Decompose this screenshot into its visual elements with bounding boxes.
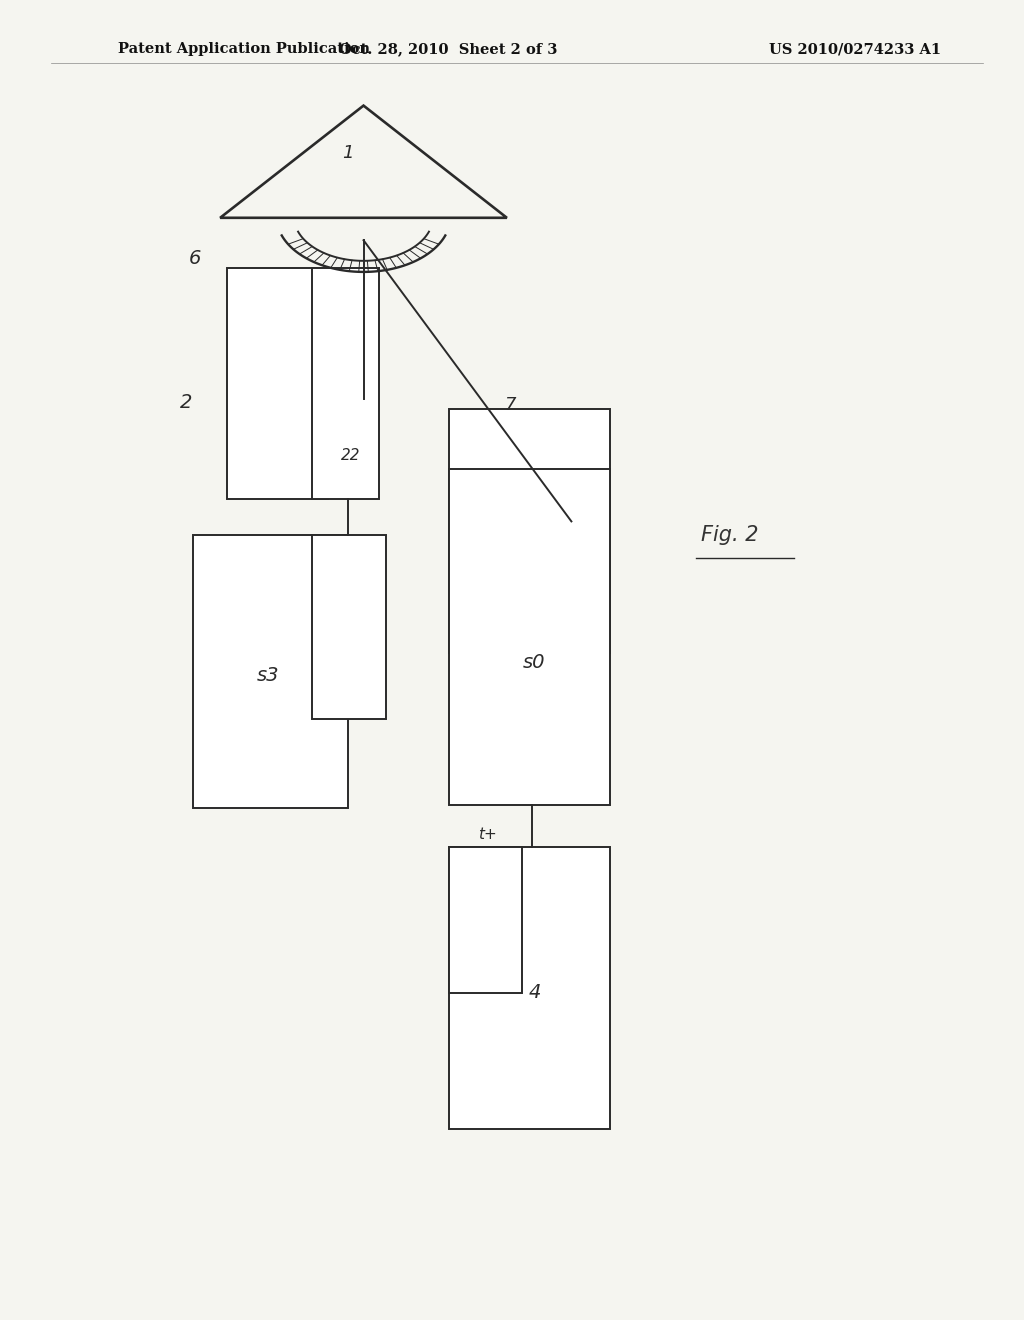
Bar (227, 268, 328, 499)
Text: 7: 7 (504, 396, 516, 414)
Bar (312, 268, 379, 499)
Text: Oct. 28, 2010  Sheet 2 of 3: Oct. 28, 2010 Sheet 2 of 3 (339, 42, 558, 57)
Text: 6: 6 (188, 249, 201, 268)
Text: US 2010/0274233 A1: US 2010/0274233 A1 (769, 42, 941, 57)
Text: 22: 22 (340, 447, 360, 463)
Text: t+: t+ (478, 826, 497, 842)
Bar (449, 847, 610, 1129)
Bar (312, 535, 386, 719)
Text: Patent Application Publication: Patent Application Publication (118, 42, 370, 57)
Text: 2: 2 (180, 393, 193, 412)
Text: 4: 4 (528, 983, 541, 1002)
Text: s3: s3 (257, 667, 280, 685)
Text: s0: s0 (523, 653, 546, 672)
Bar (449, 847, 522, 993)
Bar (449, 469, 610, 805)
Bar (193, 535, 348, 808)
Bar (449, 409, 610, 653)
Text: 1: 1 (342, 144, 354, 162)
Text: Fig. 2: Fig. 2 (701, 524, 759, 545)
